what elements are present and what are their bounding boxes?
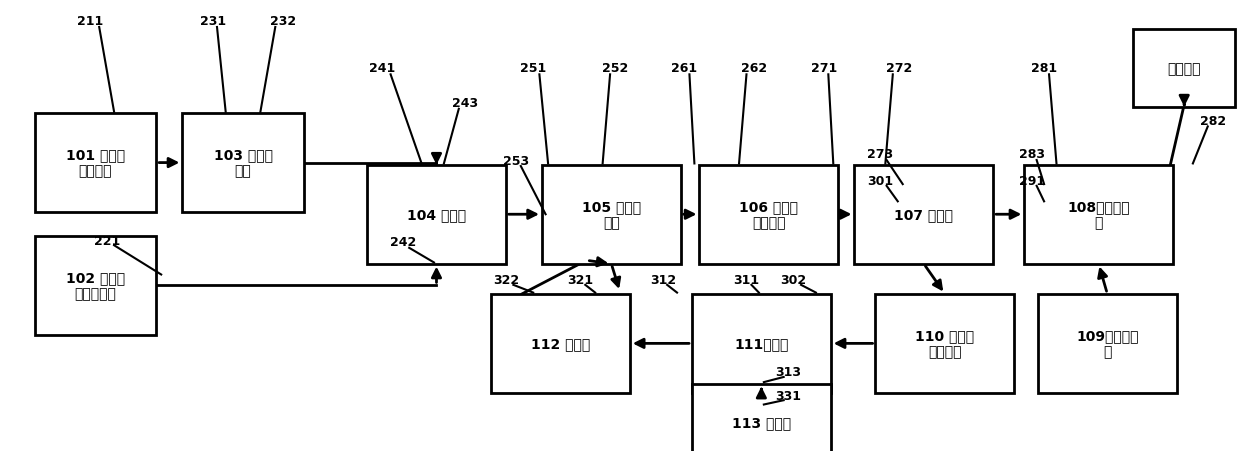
Text: 262: 262 xyxy=(740,62,768,75)
FancyBboxPatch shape xyxy=(491,294,630,393)
Text: 313: 313 xyxy=(776,365,801,378)
Text: 301: 301 xyxy=(867,175,894,188)
Text: 241: 241 xyxy=(368,62,396,75)
Text: 110 雪崩光
电二极管: 110 雪崩光 电二极管 xyxy=(915,328,975,359)
Text: 102 分布式
反馈激光器: 102 分布式 反馈激光器 xyxy=(66,271,125,301)
Text: 291: 291 xyxy=(1018,175,1045,188)
FancyBboxPatch shape xyxy=(854,166,993,264)
Text: 252: 252 xyxy=(601,62,629,75)
Text: 232: 232 xyxy=(269,15,296,28)
FancyBboxPatch shape xyxy=(692,384,831,451)
Text: 106 掺铒光
纤放大器: 106 掺铒光 纤放大器 xyxy=(739,200,799,230)
Text: 271: 271 xyxy=(811,62,838,75)
Text: 242: 242 xyxy=(389,236,417,249)
FancyBboxPatch shape xyxy=(35,114,156,212)
Text: 261: 261 xyxy=(671,62,698,75)
Text: 108波分复用
器: 108波分复用 器 xyxy=(1068,200,1130,230)
Text: 104 光开关: 104 光开关 xyxy=(407,208,466,222)
FancyBboxPatch shape xyxy=(542,166,681,264)
Text: 105 声光调
制器: 105 声光调 制器 xyxy=(582,200,641,230)
Text: 251: 251 xyxy=(520,62,547,75)
Text: 113 计算机: 113 计算机 xyxy=(732,416,791,430)
Text: 281: 281 xyxy=(1030,62,1058,75)
Text: 211: 211 xyxy=(77,15,104,28)
Text: 231: 231 xyxy=(200,15,227,28)
Text: 322: 322 xyxy=(492,274,520,286)
FancyBboxPatch shape xyxy=(875,294,1014,393)
Text: 272: 272 xyxy=(885,62,913,75)
FancyBboxPatch shape xyxy=(1133,30,1235,107)
Text: 111采集卡: 111采集卡 xyxy=(734,336,789,350)
Text: 107 环形器: 107 环形器 xyxy=(894,208,954,222)
Text: 311: 311 xyxy=(733,274,760,286)
FancyBboxPatch shape xyxy=(182,114,304,212)
Text: 282: 282 xyxy=(1199,115,1226,128)
Text: 273: 273 xyxy=(867,148,894,161)
FancyBboxPatch shape xyxy=(35,236,156,335)
Text: 302: 302 xyxy=(780,274,807,286)
Text: 312: 312 xyxy=(650,274,677,286)
Text: 101 超窄线
宽激光器: 101 超窄线 宽激光器 xyxy=(66,148,125,178)
Text: 331: 331 xyxy=(776,389,801,402)
Text: 109拉曼放大
器: 109拉曼放大 器 xyxy=(1076,328,1138,359)
Text: 321: 321 xyxy=(567,274,594,286)
Text: 待测光缆: 待测光缆 xyxy=(1167,62,1202,76)
FancyBboxPatch shape xyxy=(1024,166,1173,264)
Text: 221: 221 xyxy=(93,234,120,247)
Text: 112 驱动器: 112 驱动器 xyxy=(531,336,590,350)
Text: 283: 283 xyxy=(1019,148,1044,161)
Text: 253: 253 xyxy=(502,155,529,168)
FancyBboxPatch shape xyxy=(1038,294,1177,393)
Text: 103 可调衰
减器: 103 可调衰 减器 xyxy=(213,148,273,178)
FancyBboxPatch shape xyxy=(699,166,838,264)
FancyBboxPatch shape xyxy=(692,294,831,393)
FancyBboxPatch shape xyxy=(367,166,506,264)
Text: 243: 243 xyxy=(451,97,479,110)
